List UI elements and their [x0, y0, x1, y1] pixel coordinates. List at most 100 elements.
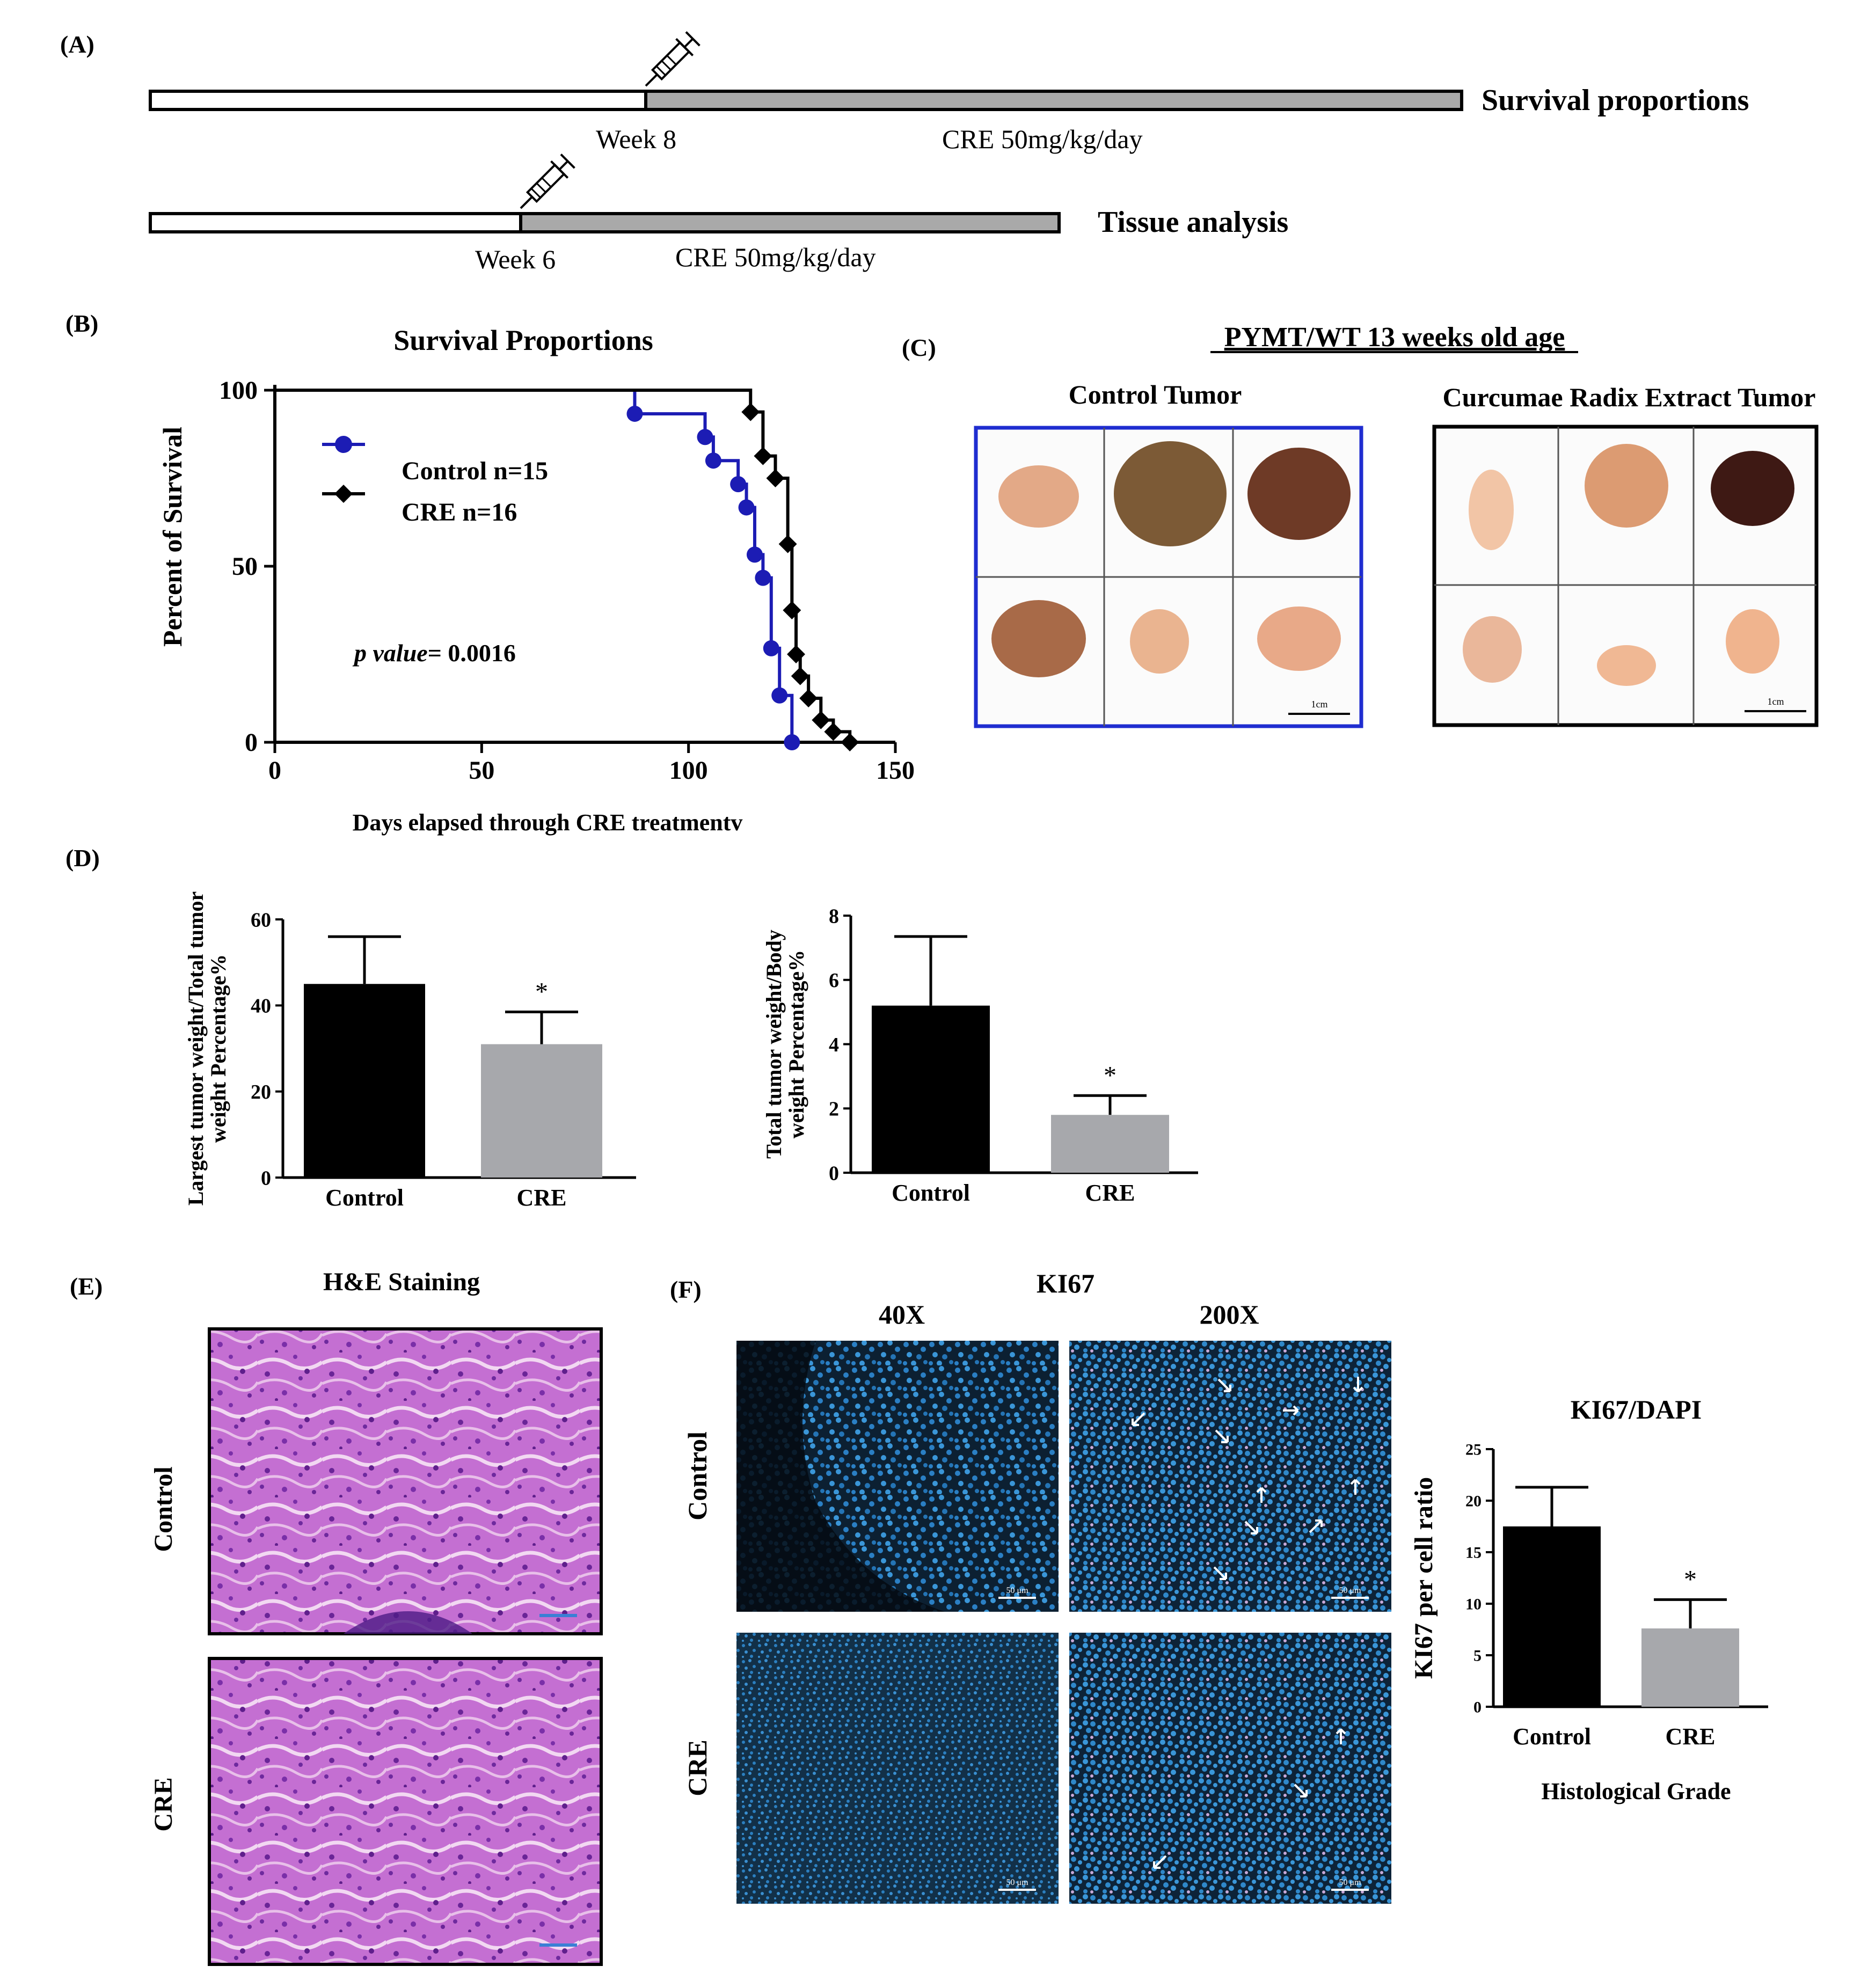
- arrow-icon: [1294, 1784, 1308, 1797]
- panel-c-label: (C): [902, 334, 936, 361]
- arrow-icon: [1217, 1378, 1231, 1392]
- scale-bar: [1331, 1597, 1369, 1599]
- col-200x-label: 200X: [1199, 1299, 1259, 1329]
- category-label: Control: [1513, 1723, 1591, 1750]
- y-tick-label: 20: [251, 1081, 271, 1103]
- scale-bar: [998, 1889, 1036, 1891]
- data-point: [766, 469, 785, 487]
- data-point: [755, 569, 771, 586]
- arrow-icon: [1256, 1487, 1267, 1503]
- y-tick-label: 8: [829, 905, 839, 927]
- scale-bar-label: 50 μm: [1339, 1878, 1361, 1887]
- data-point: [730, 476, 747, 493]
- data-point: [784, 734, 800, 750]
- y-axis-label: KI67 per cell ratio: [1410, 1477, 1438, 1679]
- bar: [481, 1044, 602, 1178]
- category-label: Control: [325, 1185, 404, 1211]
- significance-marker: *: [1684, 1565, 1697, 1594]
- pre-treatment-bar: [149, 212, 522, 233]
- panel-f-label: (F): [670, 1276, 702, 1303]
- dose-label-1: CRE 50mg/kg/day: [942, 124, 1143, 154]
- panel-b: (B) Survival Proportions 0 50 100 150 0 50 100…: [65, 310, 915, 836]
- dose-label-2: CRE 50mg/kg/day: [675, 242, 876, 272]
- panel-a: (A) Week 8 CRE 50mg/kg/day Survival prop…: [60, 31, 1749, 274]
- data-point: [783, 601, 801, 619]
- tumor-sample: [1257, 606, 1341, 671]
- data-point: [763, 640, 779, 656]
- arrow-icon: [1336, 1728, 1346, 1744]
- arrow-icon: [1283, 1405, 1299, 1416]
- arrow-icon: [1153, 1855, 1167, 1869]
- tumor-sample: [1247, 448, 1351, 540]
- y-tick-label: 20: [1465, 1493, 1482, 1510]
- category-label: CRE: [1085, 1180, 1135, 1206]
- x-tick-label: 50: [469, 756, 494, 785]
- legend-control-marker: [335, 436, 352, 453]
- arrow-icon: [1244, 1521, 1258, 1534]
- y-axis-label: Total tumor weight/Bodyweight Percentage…: [762, 930, 808, 1159]
- ki67-control-200x: [1069, 1341, 1391, 1612]
- ki67-row-cre: CRE: [682, 1740, 712, 1796]
- arrow-icon: [1215, 1429, 1229, 1443]
- panel-d-label: (D): [65, 844, 100, 872]
- scale-bar: [998, 1597, 1036, 1599]
- bar: [304, 984, 425, 1178]
- survival-proportions-label: Survival proportions: [1482, 84, 1749, 117]
- ki67-row-control: Control: [682, 1431, 712, 1521]
- survival-y-axis-label: Percent of Survival: [157, 427, 187, 647]
- survival-legend: Control n=15 CRE n=16: [322, 436, 548, 527]
- y-axis-label: Largest tumor weight/Total tumorweight P…: [184, 891, 230, 1206]
- data-point: [738, 499, 755, 516]
- he-cre-micrograph: [208, 1657, 603, 1966]
- p-value-number: = 0.0016: [428, 639, 516, 667]
- y-axis-label-line: Total tumor weight/Body: [762, 930, 786, 1159]
- category-label: CRE: [517, 1185, 567, 1211]
- x-tick-label: 150: [876, 756, 915, 785]
- scale-bar-label: 50 μm: [1006, 1586, 1028, 1595]
- data-point: [812, 711, 830, 729]
- treatment-bar: [644, 90, 1463, 111]
- x-tick-label: 100: [669, 756, 708, 785]
- tumor-sample: [1463, 616, 1522, 683]
- tissue-void: [736, 1341, 945, 1612]
- data-point: [787, 645, 806, 663]
- arrow-icon: [1309, 1519, 1323, 1533]
- he-row-control: Control: [149, 1466, 178, 1552]
- arrow-markers: [1132, 1377, 1363, 1869]
- largest-tumor-bar-chart: 0 20 40 60 Control CRE * Largest tumor weight/T…: [184, 891, 636, 1211]
- week-6-label: Week 6: [475, 244, 556, 274]
- legend-control-label: Control n=15: [402, 457, 548, 485]
- data-point: [626, 405, 643, 422]
- y-tick-label: 10: [1465, 1596, 1482, 1613]
- ki67-cre-40x: [736, 1633, 1059, 1904]
- bar: [1051, 1115, 1169, 1173]
- data-point: [791, 667, 809, 685]
- y-tick-label: 0: [829, 1162, 839, 1185]
- tumor-sample: [991, 600, 1086, 677]
- y-tick-label: 50: [232, 552, 258, 581]
- survival-chart-title: Survival Proportions: [393, 324, 653, 356]
- y-axis-label-line: KI67 per cell ratio: [1410, 1477, 1438, 1679]
- survival-x-axis-label: Days elapsed through CRE treatmentv: [353, 809, 743, 836]
- tumor-sample: [1711, 451, 1794, 526]
- legend-cre-label: CRE n=16: [402, 498, 517, 527]
- arrow-icon: [1353, 1377, 1363, 1393]
- significance-marker: *: [535, 977, 548, 1006]
- control-tumor-title: Control Tumor: [1069, 379, 1242, 410]
- week-8-label: Week 8: [596, 124, 676, 154]
- data-point: [746, 546, 763, 563]
- y-axis-label-line: Largest tumor weight/Total tumor: [184, 891, 208, 1206]
- y-tick-label: 0: [261, 1167, 271, 1189]
- ki67-bar-chart: 0 5 10 15 20 25 Control CRE * KI67 per cell ratio…: [1410, 1394, 1768, 1804]
- panel-e: (E) H&E Staining Control CRE: [70, 1268, 603, 1966]
- data-point: [824, 722, 843, 741]
- bar: [1641, 1628, 1739, 1707]
- y-tick-label: 100: [219, 376, 258, 405]
- he-row-cre: CRE: [149, 1777, 178, 1831]
- y-axis-label-line: weight Percentage%: [784, 950, 808, 1138]
- data-point: [754, 447, 772, 465]
- y-tick-label: 4: [829, 1034, 839, 1056]
- y-tick-label: 15: [1465, 1544, 1482, 1562]
- tumor-sample: [1114, 441, 1227, 546]
